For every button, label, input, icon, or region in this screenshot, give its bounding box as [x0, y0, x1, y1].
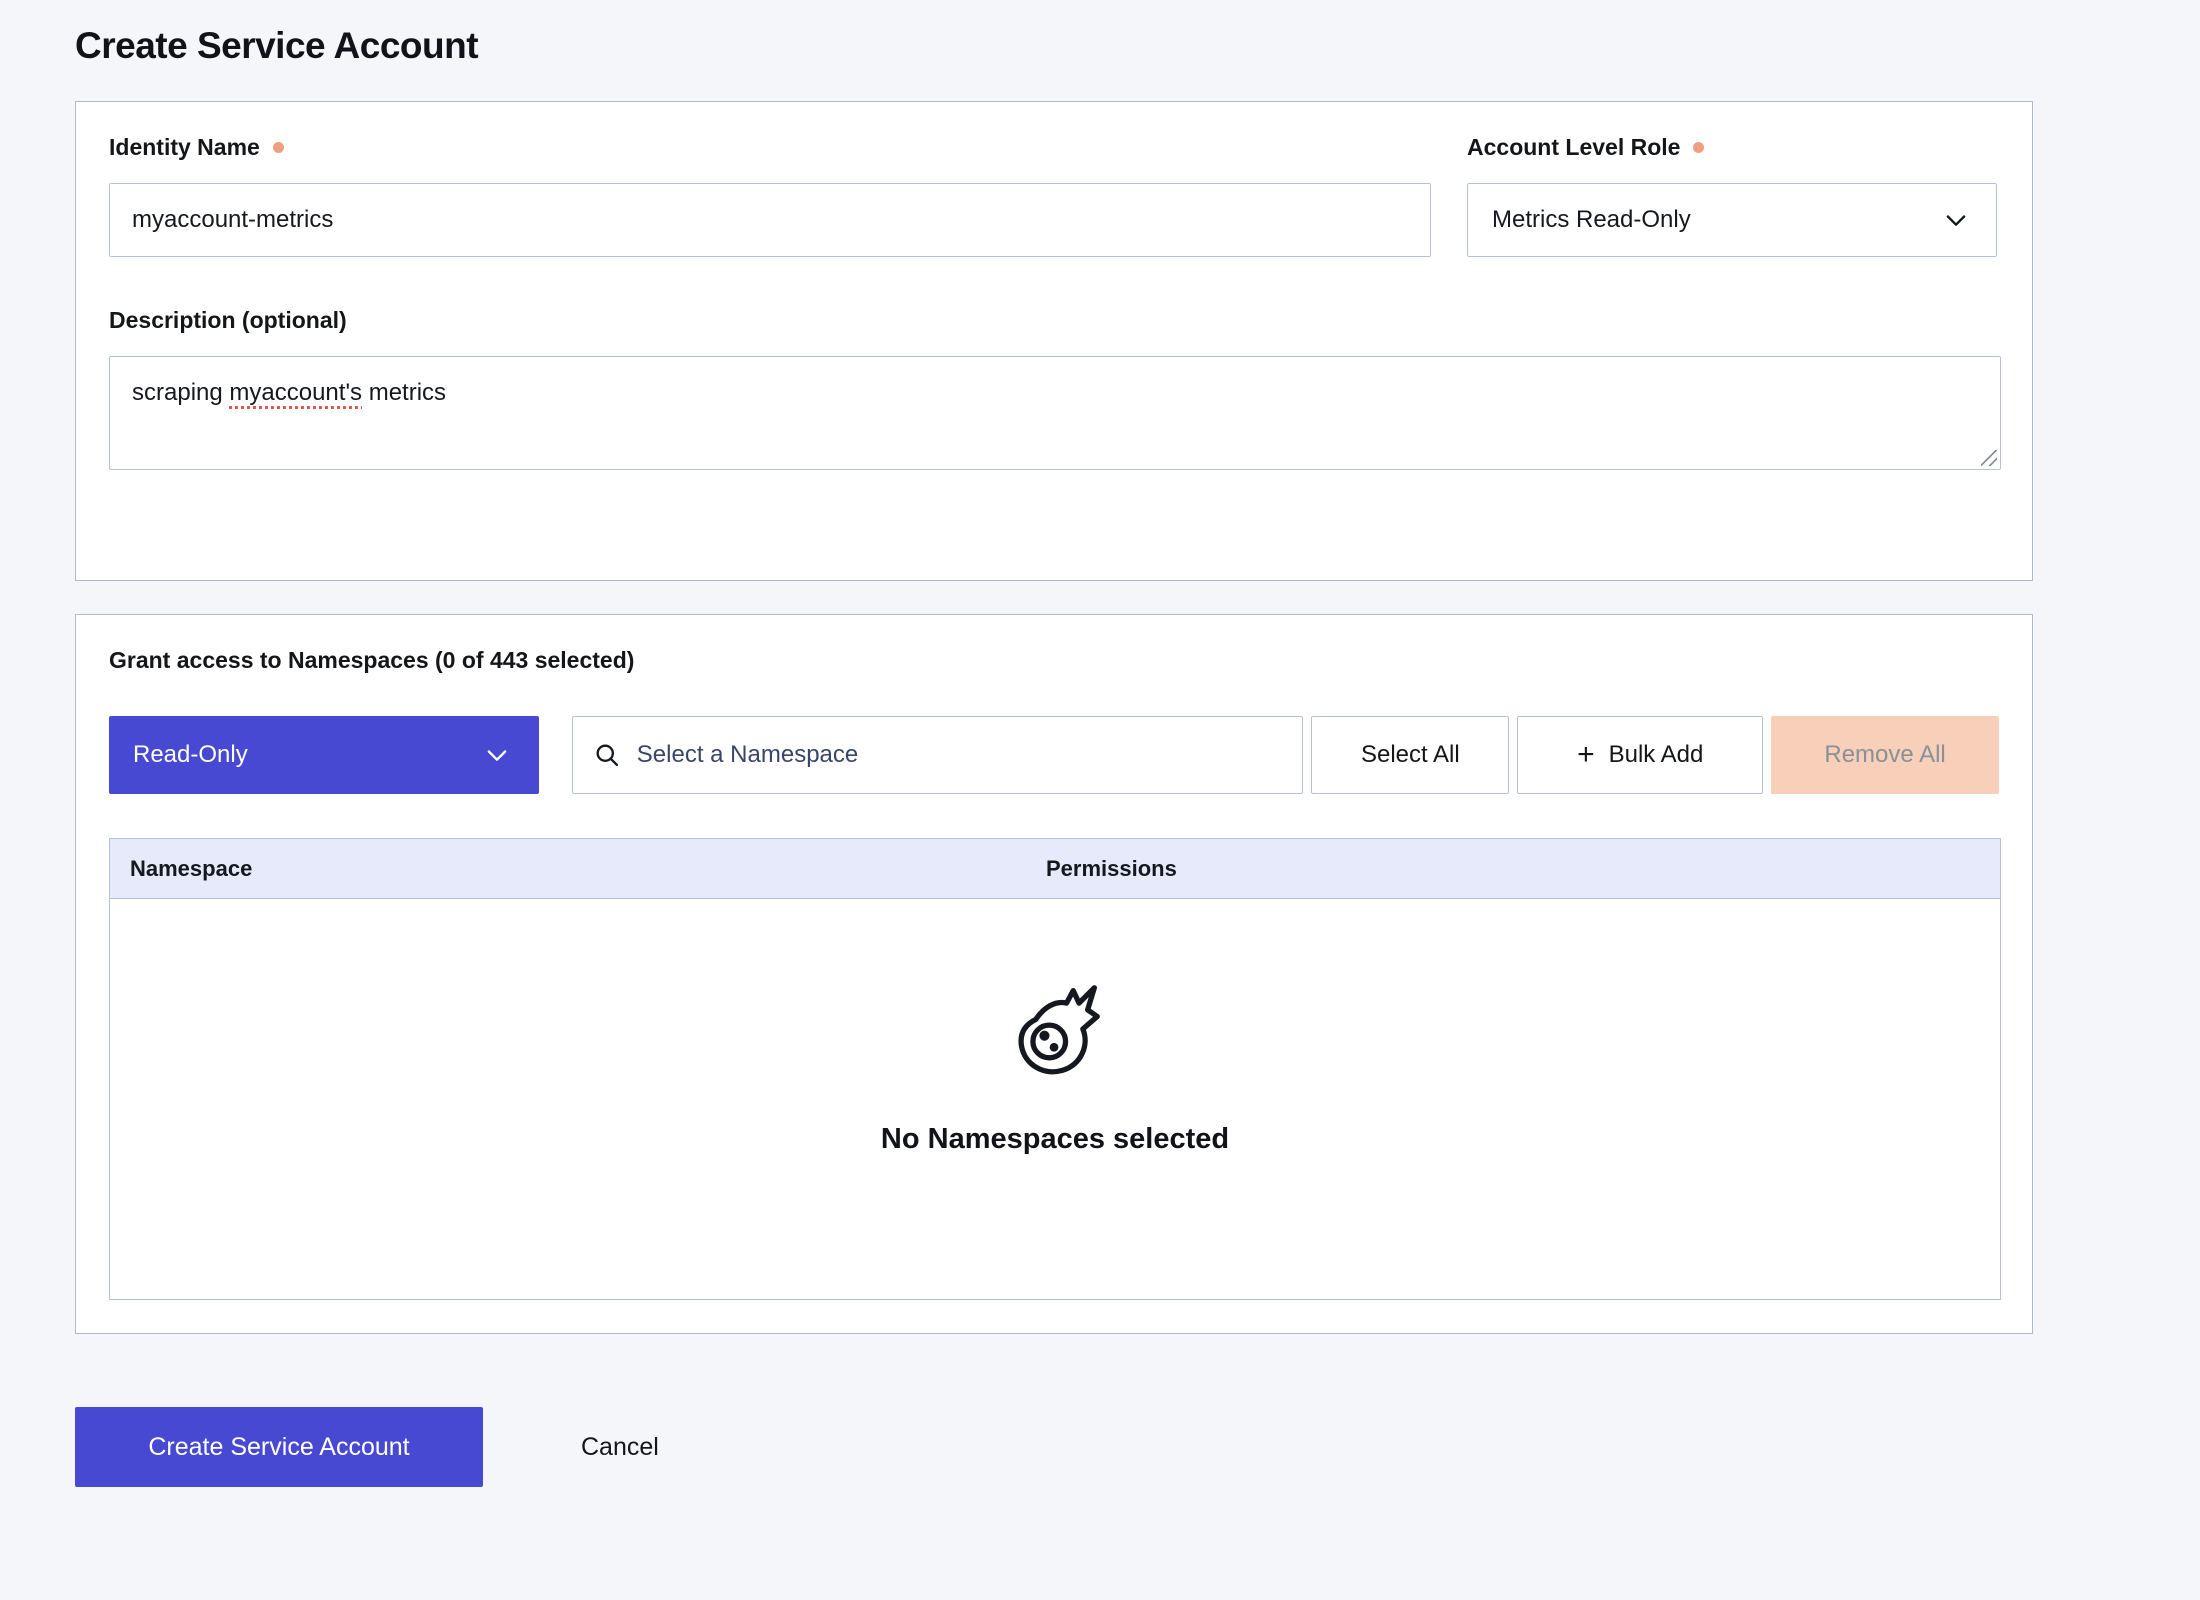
empty-state-text: No Namespaces selected	[880, 1123, 1230, 1155]
page-title: Create Service Account	[75, 25, 479, 66]
namespaces-table-body: No Namespaces selected	[110, 899, 2000, 1299]
account-level-role-label-text: Account Level Role	[1467, 134, 1681, 160]
account-level-role-select[interactable]: Metrics Read-Only	[1467, 183, 1997, 257]
namespace-search-box[interactable]	[571, 716, 1304, 794]
identity-name-label: Identity Name	[109, 134, 1431, 161]
required-indicator	[272, 142, 284, 153]
textarea-resize-handle[interactable]	[1981, 450, 1997, 466]
column-header-namespace: Namespace	[130, 855, 253, 881]
identity-name-input[interactable]	[109, 183, 1431, 257]
comet-icon	[1018, 985, 1100, 1075]
select-all-button[interactable]: Select All	[1311, 716, 1510, 794]
plus-icon: +	[1577, 738, 1595, 771]
description-text-prefix: scraping	[132, 379, 230, 406]
account-level-role-label: Account Level Role	[1467, 134, 1997, 161]
column-header-permissions: Permissions	[1046, 855, 1177, 881]
identity-name-field-group: Identity Name	[109, 134, 1431, 257]
remove-all-label: Remove All	[1824, 741, 1946, 768]
create-service-account-label: Create Service Account	[148, 1432, 410, 1461]
cancel-label: Cancel	[581, 1432, 659, 1461]
identity-form-card: Identity Name Account Level Role Metrics…	[75, 101, 2033, 581]
description-text-suffix: metrics	[362, 379, 447, 406]
account-level-role-field-group: Account Level Role Metrics Read-Only	[1467, 134, 1997, 257]
permission-dropdown[interactable]: Read-Only	[109, 716, 539, 794]
description-textarea[interactable]: scraping myaccount's metrics	[109, 356, 2001, 470]
description-label: Description (optional)	[109, 307, 1999, 334]
search-icon	[596, 744, 618, 767]
account-level-role-value: Metrics Read-Only	[1492, 206, 1691, 233]
required-indicator	[1693, 142, 1705, 153]
remove-all-button[interactable]: Remove All	[1771, 716, 2000, 794]
chevron-down-icon	[487, 750, 507, 761]
namespace-search-input[interactable]	[636, 741, 1283, 769]
namespaces-heading: Grant access to Namespaces (0 of 443 sel…	[109, 647, 635, 673]
footer-actions: Create Service Account Cancel	[75, 1407, 2200, 1487]
create-service-account-page: Create Service Account Identity Name Acc…	[75, 25, 2200, 1487]
description-label-text: Description (optional)	[109, 307, 347, 333]
identity-name-label-text: Identity Name	[109, 134, 260, 160]
namespaces-table-header: Namespace Permissions	[110, 839, 2000, 899]
permission-dropdown-value: Read-Only	[133, 741, 248, 768]
create-service-account-button[interactable]: Create Service Account	[75, 1407, 483, 1487]
bulk-add-label: Bulk Add	[1608, 741, 1704, 768]
namespaces-table: Namespace Permissions No Namespaces sele…	[109, 838, 2001, 1300]
description-field-group: Description (optional) scraping myaccoun…	[109, 307, 2001, 470]
namespaces-card: Grant access to Namespaces (0 of 443 sel…	[75, 614, 2033, 1334]
chevron-down-icon	[1946, 215, 1966, 226]
cancel-button[interactable]: Cancel	[551, 1407, 689, 1487]
misspelled-word: myaccount's	[229, 379, 363, 406]
namespaces-toolbar: Read-Only Select All + Bulk Add	[109, 716, 2000, 794]
select-all-label: Select All	[1360, 741, 1460, 768]
bulk-add-button[interactable]: + Bulk Add	[1517, 716, 1764, 794]
